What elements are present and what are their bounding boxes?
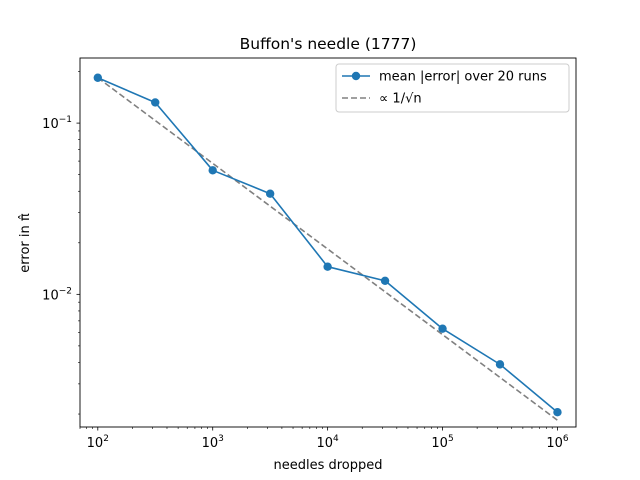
data-point [553,407,562,417]
reference-line [97,77,558,421]
y-tick-label: 10−1 [42,115,72,132]
legend: mean |error| over 20 runs ∝ 1/√n [335,63,570,113]
y-axis-label: error in π̂ [18,213,33,273]
plot-area [93,73,562,421]
legend-label: ∝ 1/√n [379,92,422,107]
x-tick-label: 105 [431,434,453,451]
data-point [438,324,447,333]
legend-label: mean |error| over 20 runs [379,70,547,85]
legend-marker [351,71,361,81]
x-axis-label: needles dropped [273,458,382,473]
chart-title: Buffon's needle (1777) [240,35,417,53]
legend-box [335,63,570,113]
y-tick-label: 10−2 [42,286,72,303]
axes: 102 103 104 105 106 10−1 10−2 [42,57,577,451]
x-tick-label: 104 [316,434,339,451]
data-point [93,73,103,82]
axes-frame [79,57,577,428]
series-line [97,77,558,413]
data-point [495,360,505,369]
data-point [323,262,332,271]
data-point [151,98,160,107]
data-point [208,166,217,175]
x-tick-label: 102 [87,434,109,451]
x-tick-label: 103 [202,434,224,451]
x-tick-label: 106 [546,434,569,451]
data-point [265,189,275,198]
data-point [380,276,390,285]
